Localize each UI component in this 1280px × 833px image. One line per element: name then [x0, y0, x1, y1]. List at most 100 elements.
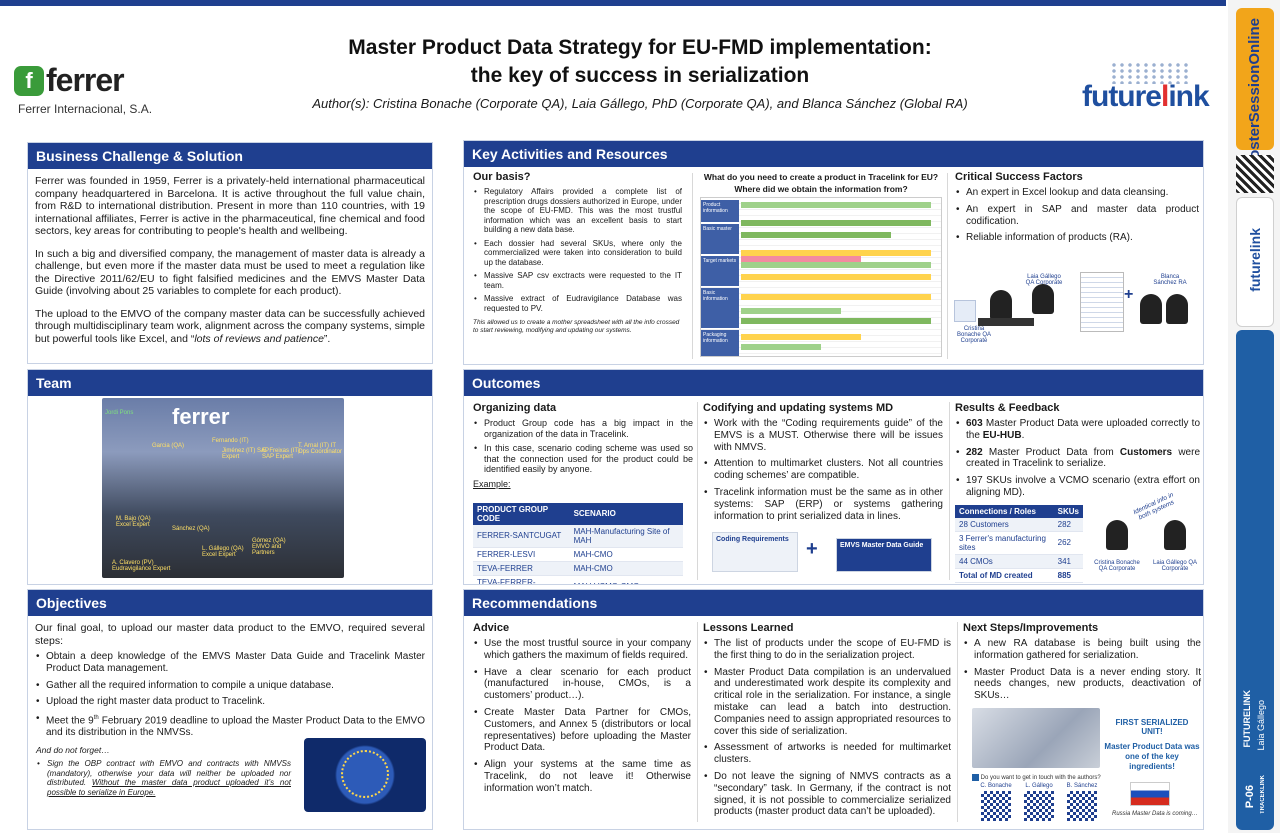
person-icon — [1140, 294, 1162, 324]
csf-item: An expert in Excel lookup and data clean… — [955, 187, 1199, 199]
question-1: What do you need to create a product in … — [703, 172, 939, 182]
ferrer-company-name: Ferrer Internacional, S.A. — [18, 102, 153, 116]
futurelink-logo-a: future — [1082, 80, 1162, 113]
results-list: 603 Master Product Data were uploaded co… — [955, 418, 1200, 499]
sidebar-company: FUTURELINK — [1242, 690, 1252, 748]
result-item: 282 Master Product Data from Customers w… — [955, 447, 1200, 471]
team-name-7: Sánchez (QA) — [172, 526, 210, 532]
team-name-4: E. Freixas (IT) SAP Expert — [262, 448, 301, 460]
spread-group: Packaging information — [701, 330, 739, 356]
team-name-6: M. Bajo (QA) Excel Expert — [116, 516, 151, 528]
person-icon — [1032, 284, 1054, 314]
table-row: FERRER-SANTCUGAT MAH-Manufacturing Site o… — [473, 524, 683, 548]
deadline-sup: th — [93, 715, 99, 722]
table-row: 44 CMOs 341 — [955, 554, 1083, 569]
title-line-2: the key of success in serialization — [470, 64, 810, 87]
futurelink-side-logo: futurelink — [1236, 197, 1274, 327]
codifying-item: Work with the “Coding requirements guide… — [703, 418, 943, 453]
plus-icon: + — [806, 538, 818, 560]
organizing-list: Product Group code has a big impact in t… — [473, 418, 693, 475]
table-cell: 885 — [1053, 568, 1083, 583]
csf-illustration: + Cristina Bonache QA Corporate Laia Gál… — [954, 270, 1200, 360]
team-name-5: T. Arnal (IT) IT Ops Coordinator — [298, 443, 343, 455]
basis-item: Each dossier had several SKUs, where onl… — [473, 239, 682, 268]
scenario-table: PRODUCT GROUP CODE SCENARIO FERRER-SANTCU… — [473, 502, 683, 584]
recommendations-header: Recommendations — [464, 590, 1203, 616]
spread-group: Basic information — [701, 288, 739, 328]
qr-code-icon[interactable] — [1024, 791, 1054, 821]
result-bold: EU-HUB — [982, 429, 1022, 441]
plus-icon: + — [1124, 286, 1134, 303]
person-icon — [1166, 294, 1188, 324]
forget-list: Sign the OBP contract with EMVO and cont… — [36, 759, 291, 797]
divider — [947, 173, 948, 359]
objectives-panel: Objectives Our final goal, to upload our… — [27, 589, 433, 830]
organizing-title: Organizing data — [473, 402, 557, 414]
csf-title: Critical Success Factors — [955, 171, 1083, 183]
spread-group: Basic master — [701, 224, 739, 254]
advice-column: Advice Use the most trustful source in y… — [473, 622, 691, 800]
futurelink-logo-c: ink — [1168, 80, 1209, 113]
team-header: Team — [28, 370, 432, 396]
coding-requirements-doc: Coding Requirements — [712, 532, 798, 572]
csf-list: An expert in Excel lookup and data clean… — [955, 187, 1199, 244]
person-icon — [990, 290, 1012, 320]
organizing-item: Product Group code has a big impact in t… — [473, 418, 693, 439]
business-p2: In such a big and diversified company, t… — [35, 247, 425, 298]
first-unit-title: FIRST SERIALIZED UNIT! — [1115, 718, 1189, 736]
business-p3-a: The upload to the EMVO of the company ma… — [35, 307, 425, 345]
russia-flag-icon — [1130, 782, 1170, 806]
question-block: What do you need to create a product in … — [698, 171, 944, 195]
table-cell: 262 — [1053, 531, 1083, 555]
ferrer-logo-mark: f — [14, 65, 44, 96]
postersession-label: PosterSessionOnline — [1246, 18, 1263, 169]
master-data-guide-doc: EMVS Master Data Guide — [836, 538, 932, 572]
postersession-badge[interactable]: PosterSessionOnline — [1236, 8, 1274, 169]
forget-underlined: Without the master data product uploaded… — [47, 778, 291, 797]
basis-column: Our basis? Regulatory Affairs provided a… — [473, 171, 682, 335]
lessons-list: The list of products under the scope of … — [703, 638, 951, 818]
sidebar-author: Laia Gállego — [1256, 700, 1266, 751]
table-cell: 341 — [1053, 554, 1083, 569]
spread-group: Target markets — [701, 256, 739, 286]
connections-table: Connections / Roles SKUs 28 Customers 282 … — [955, 504, 1083, 583]
qr-code-icon[interactable] — [1236, 155, 1274, 193]
qr-code-icon[interactable] — [1067, 791, 1097, 821]
table-cell: 28 Customers — [955, 517, 1054, 532]
person-icon — [1106, 520, 1128, 550]
table-total-row: Total of MD created 885 — [955, 568, 1083, 583]
contact-text: Do you want to get in touch with the aut… — [980, 775, 1101, 782]
table-header-row: PRODUCT GROUP CODE SCENARIO — [473, 502, 683, 525]
title-line-1: Master Product Data Strategy for EU-FMD … — [348, 36, 932, 59]
first-unit-text: Master Product Data was one of the key i… — [1104, 742, 1200, 771]
spread-group: Product information — [701, 200, 739, 222]
business-p3-b: ”. — [323, 332, 331, 345]
organizing-item: In this case, scenario coding scheme was… — [473, 443, 693, 475]
basis-note: This allowed us to create a mother sprea… — [473, 319, 680, 334]
objective-deadline: Meet the 9th February 2019 deadline to u… — [35, 713, 425, 739]
table-row: TEVA-FERRER-NORMONMAH-VCMO-CMO — [473, 575, 683, 584]
team-name-0: Jordi Pons — [105, 410, 134, 416]
results-title: Results & Feedback — [955, 402, 1060, 414]
advice-item: Align your systems at the same time as T… — [473, 759, 691, 794]
csf-item: An expert in SAP and master data product… — [955, 204, 1199, 228]
table-header-row: Connections / Roles SKUs — [955, 504, 1083, 518]
business-p3: The upload to the EMVO of the company ma… — [35, 308, 425, 346]
linkedin-icon[interactable] — [972, 774, 979, 781]
forget-title: And do not forget… — [36, 745, 110, 755]
serialization-team-photo — [972, 708, 1100, 768]
qr-code-icon[interactable] — [981, 791, 1011, 821]
europe-map-image — [304, 738, 426, 812]
next-step-item: A new RA database is being built using t… — [963, 638, 1201, 662]
table-cell: 44 CMOs — [955, 554, 1054, 569]
business-panel: Business Challenge & Solution Ferrer was… — [27, 142, 433, 364]
table-cell: MAH-CMO — [569, 547, 683, 562]
objective-item: Obtain a deep knowledge of the EMVS Mast… — [35, 651, 425, 675]
team-panel: Team ferrer Jordi Pons Fernando (IT) Jim… — [27, 369, 433, 585]
table-cell: 3 Ferrer's manufacturing sites — [955, 531, 1054, 555]
result-text: were created in Tracelink to serialize. — [966, 446, 1201, 470]
team-photo: ferrer Jordi Pons Fernando (IT) Jiménez … — [102, 398, 344, 578]
result-number: 603 — [966, 418, 983, 429]
forget-item: Sign the OBP contract with EMVO and cont… — [36, 759, 291, 797]
futurelink-logo: futurelink — [1082, 80, 1210, 114]
